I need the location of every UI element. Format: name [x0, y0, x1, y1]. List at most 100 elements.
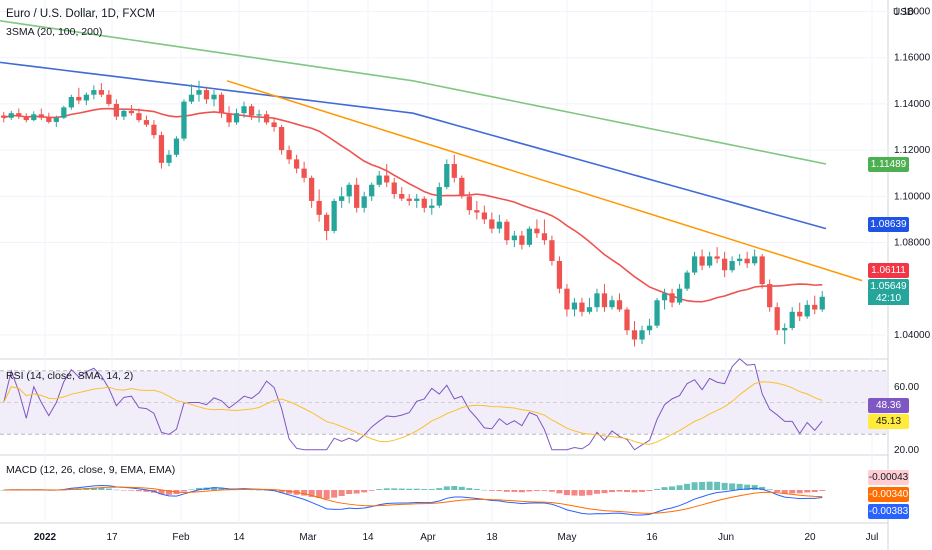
candle-body — [301, 168, 307, 178]
candle — [76, 87, 82, 104]
candle-body — [121, 110, 127, 117]
indicator-label[interactable]: 3SMA (20, 100, 200) — [6, 26, 103, 38]
candle-body — [256, 114, 262, 116]
tag-macd-hist: -0.00043 — [868, 470, 909, 485]
macd-histogram-bar — [586, 490, 593, 496]
candle-body — [714, 256, 720, 259]
candle-body — [91, 90, 97, 95]
macd-histogram-bar — [518, 490, 525, 493]
macd-histogram-bar — [361, 490, 368, 493]
time-tick-label: May — [558, 532, 577, 543]
candle — [308, 175, 315, 208]
macd-histogram-bar — [458, 486, 465, 490]
candle — [519, 230, 525, 250]
candle — [639, 325, 645, 345]
macd-histogram-bar — [759, 486, 766, 490]
candle — [23, 113, 29, 123]
trendline — [226, 80, 863, 282]
candle-body — [729, 260, 735, 271]
macd-histogram-bar — [661, 487, 668, 490]
candle-body — [31, 114, 37, 121]
candle — [481, 205, 487, 225]
candle — [616, 293, 623, 312]
candle-body — [211, 94, 217, 100]
macd-histogram-bar — [436, 488, 443, 490]
signal-line — [3, 486, 823, 514]
candle-body — [789, 311, 795, 328]
macd-histogram-bar — [90, 487, 97, 490]
candle — [789, 307, 795, 331]
sma100-line — [0, 61, 827, 230]
macd-histogram-bar — [654, 488, 661, 490]
macd-histogram-bar — [744, 484, 751, 490]
candle — [414, 194, 420, 208]
rsi-tick-label: 60.00 — [894, 382, 919, 393]
rsi-label[interactable]: RSI (14, close, SMA, 14, 2) — [6, 370, 134, 382]
candle-body — [691, 256, 698, 273]
macd-histogram-bar — [766, 489, 773, 490]
macd-histogram-bar — [413, 488, 420, 490]
macd-label[interactable]: MACD (12, 26, close, 9, EMA, EMA) — [6, 464, 176, 476]
candle-body — [16, 113, 22, 117]
candle — [361, 191, 367, 213]
candle-body — [263, 114, 270, 123]
candle-body — [331, 200, 337, 231]
candle-body — [316, 200, 322, 215]
candle — [384, 163, 390, 188]
macd-histogram-bar — [804, 490, 811, 493]
candle-body — [519, 235, 525, 245]
candle-body — [83, 94, 89, 101]
candle-body — [511, 235, 518, 241]
candle-body — [151, 124, 157, 136]
candle-body — [669, 293, 675, 303]
candle — [774, 302, 780, 335]
candle-body — [624, 309, 630, 331]
candle — [1, 112, 7, 123]
candle — [752, 249, 758, 266]
time-tick-label: 18 — [486, 532, 498, 543]
candle — [669, 288, 675, 308]
macd-histogram-bar — [571, 490, 578, 496]
candle-body — [226, 113, 232, 123]
candle — [98, 83, 105, 98]
time-tick-label: 14 — [362, 532, 374, 543]
candle — [68, 94, 74, 110]
candle-body — [646, 325, 653, 331]
candle — [8, 110, 14, 121]
candle-body — [759, 256, 765, 285]
macd-histogram-bar — [699, 481, 706, 490]
candle-body — [594, 293, 600, 308]
candle — [684, 270, 690, 292]
macd-histogram-bar — [729, 483, 736, 490]
candle-body — [819, 296, 825, 310]
candle-body — [616, 300, 623, 310]
candle-body — [737, 258, 743, 261]
moving-averages — [0, 19, 863, 303]
candle-body — [286, 150, 292, 160]
time-tick-label: Mar — [299, 532, 317, 543]
macd-histogram-bar — [481, 489, 488, 491]
macd-histogram-bar — [556, 490, 563, 494]
candle — [226, 106, 232, 128]
candle — [759, 254, 765, 289]
rsi-band — [0, 371, 888, 434]
candle-body — [384, 175, 390, 183]
macd-histogram-bar — [684, 483, 691, 490]
price-tick-label: 1.10000 — [894, 191, 931, 202]
candle-body — [8, 113, 14, 118]
macd-histogram-bar — [135, 490, 142, 492]
candle — [83, 92, 89, 106]
macd-histogram-bar — [301, 490, 308, 496]
macd-histogram-bar — [646, 490, 653, 492]
macd-histogram-bar — [376, 489, 383, 490]
candle-body — [233, 113, 240, 123]
candle — [346, 182, 352, 204]
macd-histogram-bar — [669, 486, 676, 490]
candle — [188, 84, 195, 104]
candle — [594, 288, 600, 312]
candle — [316, 189, 322, 222]
candle-body — [774, 307, 780, 331]
candle-body — [181, 101, 187, 139]
candle-body — [661, 293, 668, 301]
